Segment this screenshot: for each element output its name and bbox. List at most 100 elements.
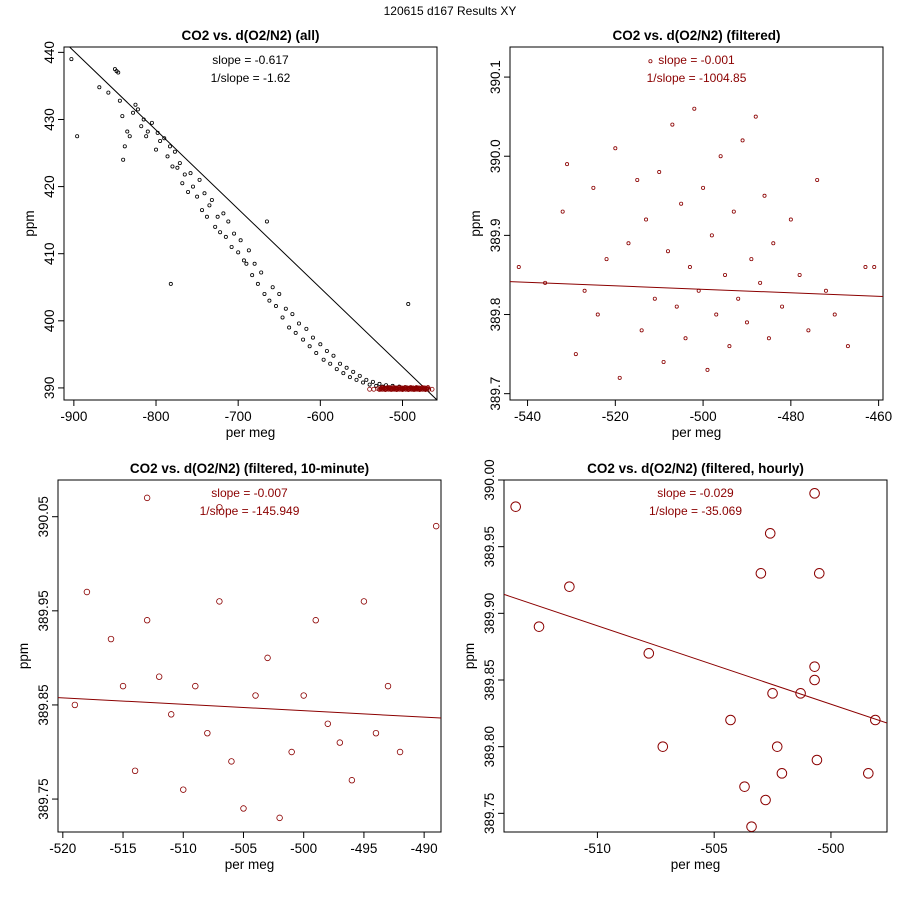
- data-point: [425, 385, 431, 390]
- data-point: [127, 134, 132, 139]
- plot-frame: [509, 46, 884, 401]
- data-point: [165, 154, 170, 159]
- data-point: [396, 748, 404, 756]
- x-tick-label: -505: [230, 841, 257, 856]
- data-point: [209, 198, 214, 203]
- chart-panel-4: CO2 vs. d(O2/N2) (filtered, hourly) -510 -…: [462, 459, 888, 872]
- data-point: [215, 214, 220, 219]
- y-tick-label: 390.00: [482, 459, 497, 500]
- data-point: [863, 265, 868, 270]
- data-point: [872, 265, 877, 270]
- data-point: [364, 377, 369, 382]
- data-point: [644, 217, 649, 222]
- y-tick-label: 430: [42, 108, 57, 131]
- data-point: [300, 692, 307, 699]
- data-point: [797, 272, 802, 277]
- data-point: [815, 177, 820, 182]
- slope-annotation: slope = -0.001: [658, 53, 735, 67]
- data-point: [116, 70, 121, 75]
- data-point: [155, 130, 160, 135]
- data-point: [143, 617, 151, 624]
- y-tick-label: 389.8: [488, 298, 503, 332]
- data-point: [301, 337, 306, 342]
- slope-annotation: 1/slope = -145.949: [200, 504, 300, 518]
- x-tick-label: -700: [225, 409, 252, 424]
- data-point: [595, 312, 600, 317]
- figure-title: 120615 d167 Results XY: [383, 4, 517, 18]
- data-point: [591, 185, 596, 190]
- data-point: [377, 381, 382, 386]
- data-point: [144, 134, 149, 139]
- y-tick-label: 390.05: [36, 496, 51, 537]
- x-tick-label: -500: [389, 409, 416, 424]
- data-point: [845, 344, 850, 349]
- data-point: [739, 781, 750, 792]
- y-tick-label: 389.95: [482, 526, 497, 567]
- data-point: [701, 185, 706, 190]
- x-tick-label: -510: [170, 841, 197, 856]
- data-point: [604, 257, 609, 262]
- data-point: [226, 219, 231, 224]
- data-point: [310, 335, 315, 340]
- data-point: [809, 488, 820, 499]
- data-layer: [504, 488, 887, 832]
- data-point: [795, 688, 806, 699]
- y-tick-label: 389.90: [482, 593, 497, 634]
- data-point: [228, 758, 235, 765]
- data-point: [232, 231, 237, 236]
- data-point: [766, 336, 771, 341]
- data-point: [293, 330, 298, 335]
- data-point: [336, 739, 344, 746]
- data-point: [280, 315, 285, 320]
- data-point: [670, 122, 675, 127]
- x-tick-label: -510: [584, 841, 611, 856]
- x-tick-label: -520: [49, 841, 76, 856]
- data-point: [344, 365, 349, 370]
- data-point: [186, 189, 191, 194]
- data-point: [141, 117, 146, 122]
- data-point: [674, 304, 679, 309]
- x-axis-label: per meg: [225, 857, 275, 872]
- data-point: [125, 129, 130, 134]
- data-point: [312, 617, 319, 624]
- data-point: [149, 120, 154, 125]
- data-point: [780, 304, 785, 309]
- data-point: [158, 138, 163, 143]
- data-point: [679, 201, 684, 206]
- data-point: [516, 265, 521, 270]
- chart-panel-1: CO2 vs. d(O2/N2) (all) -900 -800 -700 -600 -5…: [22, 28, 438, 440]
- data-point: [145, 129, 150, 134]
- data-point: [252, 692, 259, 699]
- data-point: [273, 304, 278, 309]
- data-point: [705, 367, 710, 372]
- y-tick-label: 389.9: [488, 218, 503, 252]
- data-point: [565, 162, 570, 167]
- data-point: [75, 134, 80, 139]
- data-point: [533, 621, 545, 632]
- y-tick-label: 389.80: [482, 726, 497, 767]
- y-tick-label: 440: [42, 41, 57, 64]
- data-point: [723, 272, 728, 277]
- slope-annotation: 1/slope = -35.069: [649, 504, 742, 518]
- data-point: [131, 110, 136, 115]
- data-point: [180, 181, 185, 186]
- data-point: [740, 138, 745, 143]
- slope-annotation: 1/slope = -1004.85: [647, 71, 747, 85]
- fit-line: [68, 47, 437, 400]
- data-point: [424, 385, 430, 391]
- data-point: [290, 312, 295, 317]
- data-point: [71, 701, 79, 709]
- chart-panel-2: CO2 vs. d(O2/N2) (filtered) -540 -520 -500 -…: [468, 28, 892, 440]
- plot-frame: [57, 479, 442, 833]
- data-point: [240, 805, 247, 812]
- x-axis-label: per meg: [672, 425, 722, 440]
- data-point: [760, 794, 771, 806]
- data-point: [324, 349, 329, 354]
- data-point: [277, 291, 282, 296]
- data-point: [348, 777, 356, 784]
- data-point: [870, 714, 881, 726]
- data-point: [304, 326, 309, 331]
- data-point: [429, 386, 435, 392]
- slope-annotation: slope = -0.617: [212, 53, 289, 67]
- x-tick-label: -495: [350, 841, 377, 856]
